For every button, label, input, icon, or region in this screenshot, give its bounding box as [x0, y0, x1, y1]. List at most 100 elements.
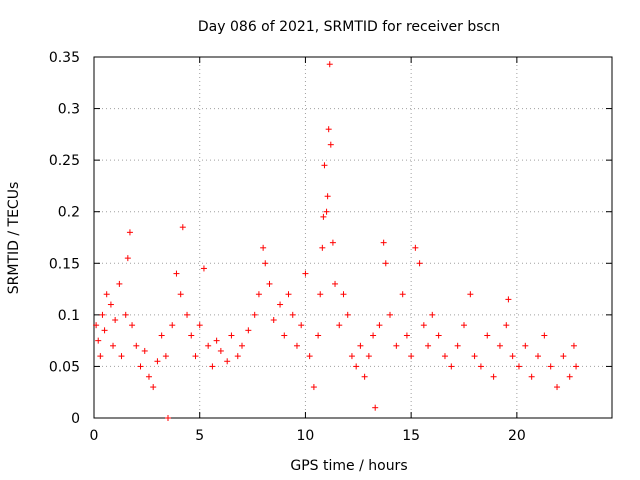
y-tick-label: 0 [71, 411, 80, 427]
data-point [154, 358, 161, 365]
data-point [124, 255, 131, 262]
y-tick-label: 0.3 [58, 102, 80, 118]
data-point [387, 311, 393, 318]
data-point [101, 327, 108, 334]
data-point [310, 384, 317, 391]
data-point [560, 353, 567, 360]
data-point [239, 342, 245, 349]
data-point [477, 363, 484, 370]
data-point [122, 311, 129, 318]
data-point [327, 141, 334, 148]
data-point [332, 280, 339, 287]
data-point [200, 265, 207, 272]
data-point [213, 337, 220, 344]
data-point [262, 260, 269, 267]
data-point [336, 322, 343, 329]
data-point [320, 213, 327, 220]
x-tick-label: 5 [195, 428, 204, 444]
data-point [515, 363, 522, 370]
data-point [228, 332, 235, 339]
plot-area-border [93, 56, 613, 419]
data-point [169, 322, 176, 329]
data-point [315, 332, 322, 339]
data-point [298, 322, 305, 329]
data-point [306, 353, 313, 360]
data-point [99, 311, 106, 318]
data-point [323, 208, 330, 215]
data-point [503, 322, 510, 329]
data-point [251, 311, 258, 318]
data-point [340, 291, 347, 298]
data-point [281, 332, 288, 339]
data-point [141, 347, 148, 354]
data-point [192, 353, 199, 360]
data-point [177, 291, 184, 298]
data-point [325, 126, 332, 133]
data-point [110, 342, 117, 349]
data-point [324, 193, 331, 200]
data-point [353, 363, 360, 370]
data-point [112, 317, 119, 324]
data-point [357, 342, 364, 349]
data-point [209, 363, 216, 370]
data-point [319, 244, 326, 251]
data-point [382, 260, 389, 267]
data-point [348, 353, 355, 360]
x-tick-label: 15 [402, 428, 420, 444]
data-point [370, 332, 377, 339]
data-point [97, 353, 104, 360]
data-point [461, 322, 467, 329]
chart-title: Day 086 of 2021, SRMTID for receiver bsc… [198, 19, 500, 35]
data-point [441, 353, 448, 360]
data-point [566, 373, 573, 380]
data-point [528, 373, 535, 380]
data-point [205, 342, 212, 349]
data-point [505, 296, 512, 303]
y-axis-label: SRMTID / TECUs [6, 182, 22, 295]
data-point [179, 224, 186, 231]
data-point [490, 373, 497, 380]
axis-ticks: 0 5 10 15 20 0 0.05 0.1 0.15 0.2 0.25 0.3 0.35 [49, 50, 612, 444]
data-point [162, 353, 169, 360]
data-point [277, 301, 284, 308]
data-point [535, 353, 541, 360]
data-point [365, 353, 372, 360]
data-point [541, 332, 548, 339]
data-point [317, 291, 324, 298]
data-point [326, 61, 333, 68]
data-point [107, 301, 114, 308]
data-point [293, 342, 300, 349]
data-point [321, 162, 328, 169]
data-point [285, 291, 292, 298]
data-point [266, 280, 273, 287]
data-point [133, 342, 140, 349]
x-tick-label: 0 [90, 428, 99, 444]
data-point [484, 332, 491, 339]
data-point [412, 244, 419, 251]
data-point [403, 332, 410, 339]
data-point [118, 353, 125, 360]
data-point [372, 404, 379, 411]
data-point [570, 342, 577, 349]
data-point [150, 384, 157, 391]
data-point [522, 342, 529, 349]
data-point [471, 353, 478, 360]
data-point [435, 332, 442, 339]
data-point [217, 347, 224, 354]
data-point [137, 363, 144, 370]
data-point [289, 311, 296, 318]
data-point [454, 342, 461, 349]
y-tick-label: 0.05 [49, 359, 80, 375]
grid-lines [94, 57, 612, 418]
data-point [573, 363, 580, 370]
data-point [408, 353, 415, 360]
data-point [270, 317, 277, 324]
data-point [425, 342, 432, 349]
data-point [188, 332, 195, 339]
data-point [416, 260, 423, 267]
y-tick-label: 0.25 [49, 153, 80, 169]
data-point [399, 291, 406, 298]
data-point [344, 311, 351, 318]
y-tick-label: 0.15 [49, 256, 80, 272]
